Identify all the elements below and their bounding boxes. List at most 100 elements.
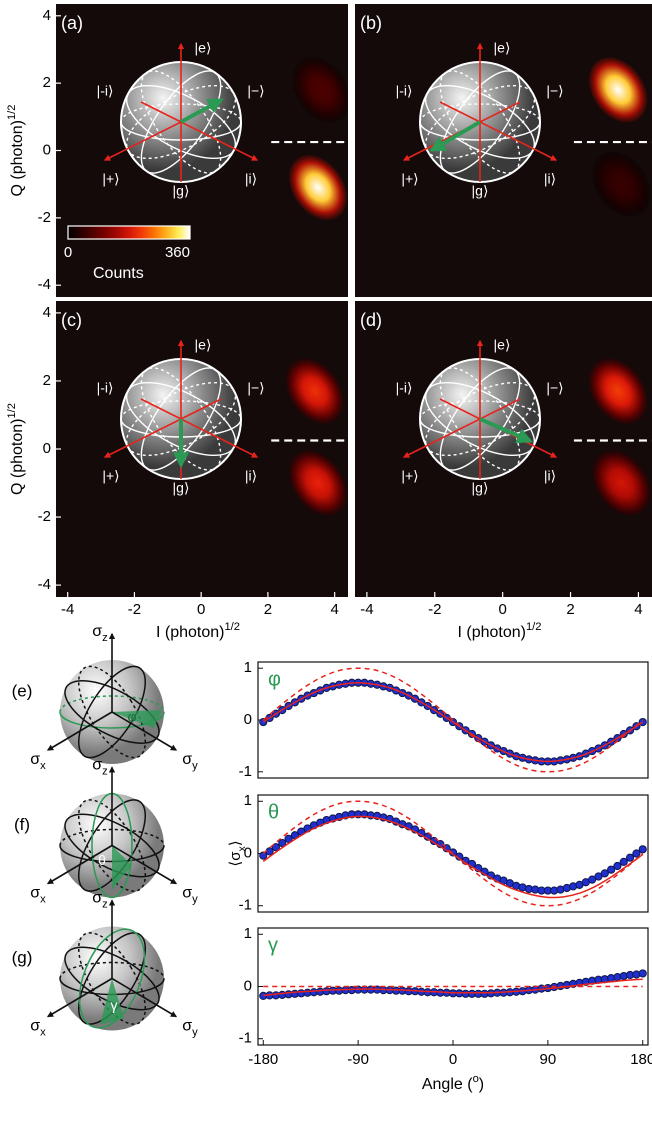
text-part: o — [473, 1073, 479, 1085]
sphere-line — [78, 928, 146, 1029]
sphere-axis-label: σy — [182, 1018, 198, 1039]
plot-symbol: θ — [268, 801, 279, 823]
panel-label: (a) — [61, 13, 83, 33]
text-part: z — [102, 765, 108, 777]
text-part: z — [102, 898, 108, 910]
sphere-line — [64, 680, 160, 744]
x-tick-label: 0 — [449, 1051, 457, 1068]
axis-arrow — [46, 977, 113, 1018]
data-point — [613, 861, 622, 871]
y-tick-label: 2 — [43, 372, 51, 389]
data-point — [259, 851, 268, 860]
plot-symbol: φ — [268, 668, 281, 690]
count-blob — [292, 57, 348, 123]
reference-line — [262, 667, 644, 773]
y-axis-label: ⟨σx⟩ — [227, 840, 248, 866]
data-point — [638, 845, 647, 854]
data-point — [600, 869, 609, 878]
state-label: |g⟩ — [472, 183, 489, 199]
sphere-line — [125, 381, 237, 457]
sphere-line — [439, 70, 521, 174]
y-axis-label: Q (photon)1/2 — [6, 104, 26, 196]
text-part: I (photon) — [457, 624, 525, 641]
state-label: |g⟩ — [173, 480, 190, 496]
panel-label: (f) — [14, 815, 30, 834]
x-tick-label: -4 — [61, 601, 74, 618]
x-tick-label: 90 — [540, 1051, 557, 1068]
y-tick-label: 1 — [244, 925, 252, 942]
state-label: |g⟩ — [472, 480, 489, 496]
sphere-line — [140, 70, 222, 174]
axis-line — [402, 398, 521, 458]
sphere-line — [424, 381, 536, 457]
axis-arrow — [111, 711, 178, 751]
state-label: |i⟩ — [544, 468, 556, 484]
plot-symbol: γ — [268, 934, 278, 956]
colorbar-tick-label: 0 — [64, 244, 72, 261]
y-tick-label: -4 — [38, 576, 51, 593]
sphere-axis-label: σx — [30, 885, 46, 906]
y-tick-label: 0 — [244, 711, 252, 728]
sphere-line — [140, 367, 222, 471]
plot-area — [259, 969, 647, 1001]
panel-label: (g) — [12, 948, 33, 967]
heatmap-panel: |e⟩ |g⟩ |+⟩ |−⟩ |i⟩ |-i⟩ (a) -4 -2 0 2 4 Q (photon)1… — [6, 4, 348, 297]
text-part: y — [192, 893, 198, 905]
state-label: |e⟩ — [195, 40, 212, 56]
y-tick-label: 0 — [43, 440, 51, 457]
data-point — [638, 969, 647, 978]
y-tick-label: 2 — [43, 74, 51, 91]
x-tick-label: 0 — [197, 601, 205, 618]
sphere-line — [439, 367, 521, 471]
state-label: |-i⟩ — [97, 380, 114, 396]
heatmap-panel: |e⟩ |g⟩ |+⟩ |−⟩ |i⟩ |-i⟩ (b) — [355, 4, 652, 297]
x-axis-label: Angle (o) — [422, 1073, 484, 1093]
data-point — [594, 872, 603, 881]
text-part: σ — [30, 751, 40, 768]
state-label: |-i⟩ — [97, 83, 114, 99]
state-label: |e⟩ — [494, 40, 511, 56]
state-label: |i⟩ — [544, 171, 556, 187]
state-label: |-i⟩ — [396, 380, 413, 396]
state-vector — [479, 417, 533, 444]
x-tick-label: 4 — [330, 601, 338, 618]
x-axis-label: I (photon)1/2 — [156, 621, 240, 641]
colorbar — [67, 225, 191, 240]
sphere-line — [424, 84, 536, 160]
axis-line — [140, 398, 259, 458]
state-label: |i⟩ — [245, 468, 257, 484]
state-label: |i⟩ — [245, 171, 257, 187]
axis-line — [439, 101, 558, 161]
panel-label: (b) — [360, 13, 382, 33]
heatmap-panel: |e⟩ |g⟩ |+⟩ |−⟩ |i⟩ |-i⟩ (d) -4 -2 0 2 4 I (photon)1… — [355, 301, 652, 641]
sphere-axis-label: σx — [30, 1018, 46, 1039]
angle-symbol: θ — [98, 852, 106, 868]
sphere-line — [64, 813, 160, 878]
plot-area: |e⟩ |g⟩ |+⟩ |−⟩ |i⟩ |-i⟩ — [97, 337, 348, 516]
sphere-axis-label: σz — [92, 757, 108, 778]
data-point — [284, 834, 293, 843]
sphere-line — [419, 103, 541, 123]
text-part: Angle ( — [422, 1076, 473, 1093]
x-axis-label: I (photon)1/2 — [457, 621, 541, 641]
sphere-line — [59, 711, 165, 729]
x-tick-label: -2 — [128, 601, 141, 618]
state-label: |−⟩ — [546, 380, 563, 396]
data-point — [607, 865, 616, 874]
text-part: σ — [182, 885, 192, 902]
state-label: |+⟩ — [401, 468, 418, 484]
y-tick-label: 1 — [244, 792, 252, 809]
text-part: Q (photon) — [9, 120, 26, 196]
sphere-line — [424, 381, 536, 457]
sphere-line — [439, 70, 521, 174]
text-part: ⟩ — [227, 840, 244, 846]
sphere-line — [64, 946, 160, 1011]
text-part: 1/2 — [224, 621, 240, 633]
text-part: σ — [30, 885, 40, 902]
x-tick-label: 2 — [264, 601, 272, 618]
y-tick-label: -1 — [239, 763, 252, 780]
angle-wedge — [112, 845, 132, 890]
panel-label: (c) — [61, 310, 82, 330]
